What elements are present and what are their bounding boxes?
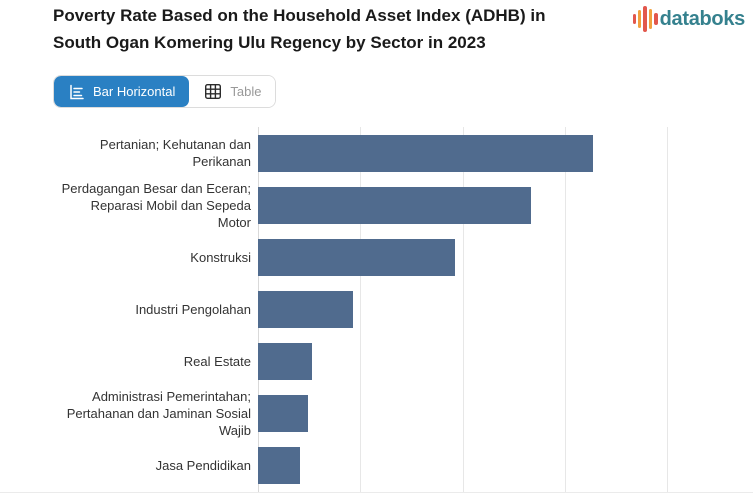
databoks-logo-text: databoks [659, 7, 746, 30]
category-label: Real Estate [183, 354, 251, 370]
databoks-bar [643, 6, 647, 32]
category-label: Industri Pengolahan [135, 301, 251, 317]
x-gridline [462, 127, 464, 492]
table-label: Table [230, 84, 262, 99]
bar-chart: Pertanian; Kehutanan dan Perikanan Perdag… [0, 127, 753, 493]
bar-area [258, 127, 753, 179]
table-icon [203, 82, 223, 101]
category-label: Administrasi Pemerintahan; Pertahanan da… [66, 389, 251, 439]
chart-row: Administrasi Pemerintahan; Pertahanan da… [0, 388, 753, 440]
chart-row: Jasa Pendidikan [0, 440, 753, 492]
databoks-logo[interactable]: databoks [632, 6, 746, 32]
chart-row: Konstruksi [0, 231, 753, 283]
view-toggle-group: Bar Horizontal Table [53, 75, 277, 108]
page-title: Poverty Rate Based on the Household Asse… [53, 6, 546, 52]
bar-area [258, 231, 753, 283]
databoks-bar [648, 9, 653, 29]
databoks-bars-icon [632, 6, 658, 32]
category-label: Pertanian; Kehutanan dan Perikanan [99, 137, 251, 170]
chart-row: Real Estate [0, 336, 753, 388]
x-gridline [564, 127, 566, 492]
category-label: Perdagangan Besar dan Eceran; Reparasi M… [61, 180, 251, 230]
table-button[interactable]: Table [189, 76, 276, 107]
bar-horizontal-label: Bar Horizontal [93, 84, 176, 99]
databoks-bar [654, 13, 658, 25]
bar-7[interactable] [258, 447, 300, 485]
chart-rows: Pertanian; Kehutanan dan Perikanan Perdag… [0, 127, 753, 492]
bar-area [258, 179, 753, 231]
bar-5[interactable] [258, 343, 313, 381]
bar-3[interactable] [258, 238, 456, 276]
bar-6[interactable] [258, 395, 309, 433]
bar-2[interactable] [258, 186, 532, 224]
chart-row: Industri Pengolahan [0, 283, 753, 335]
bar-area [258, 388, 753, 440]
x-gridline [667, 127, 669, 492]
bar-1[interactable] [258, 134, 594, 172]
bar-4[interactable] [258, 290, 354, 328]
bar-area [258, 440, 753, 492]
chart-row: Perdagangan Besar dan Eceran; Reparasi M… [0, 179, 753, 231]
category-label: Konstruksi [190, 249, 251, 265]
databoks-bar [638, 10, 642, 28]
category-label: Jasa Pendidikan [155, 458, 251, 474]
bar-area [258, 283, 753, 335]
x-gridline [360, 127, 362, 492]
databoks-bar [632, 14, 637, 24]
bar-horizontal-icon [68, 83, 86, 101]
bar-horizontal-button[interactable]: Bar Horizontal [54, 76, 190, 107]
bar-area [258, 336, 753, 388]
chart-row: Pertanian; Kehutanan dan Perikanan [0, 127, 753, 179]
